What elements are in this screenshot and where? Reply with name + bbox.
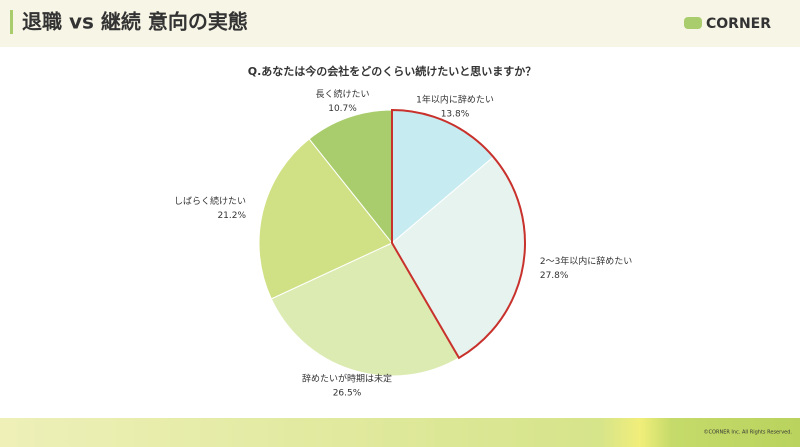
slice-value-label: 26.5% [333, 389, 362, 399]
slice-label: 長く続けたい [316, 88, 370, 100]
logo-icon [684, 17, 702, 29]
page-title: 退職 vs 継続 意向の実態 [22, 10, 248, 34]
slice-label: 1年以内に辞めたい [416, 93, 494, 105]
slice-label: 2〜3年以内に辞めたい [540, 255, 632, 267]
highlight-outline [391, 108, 526, 360]
slice-value-label: 27.8% [540, 271, 569, 281]
chart-title: Q.あなたは今の会社をどのくらい続けたいと思いますか？ [248, 64, 537, 78]
copyright: ©CORNER Inc. All Rights Reserved. [704, 429, 793, 436]
slice-value-label: 10.7% [328, 104, 357, 114]
slice-label: 辞めたいが時期は未定 [302, 373, 392, 385]
footer-band [0, 418, 800, 447]
slice-value-label: 21.2% [217, 211, 246, 221]
header-band [0, 0, 800, 47]
title-accent [10, 10, 13, 34]
pie-slice [308, 109, 393, 245]
pie-slice [258, 138, 393, 300]
slice-value-label: 13.8% [441, 109, 470, 119]
slice-label: しばらく続けたい [174, 195, 246, 207]
pie-slice [270, 242, 460, 377]
logo: CORNER [706, 16, 771, 32]
